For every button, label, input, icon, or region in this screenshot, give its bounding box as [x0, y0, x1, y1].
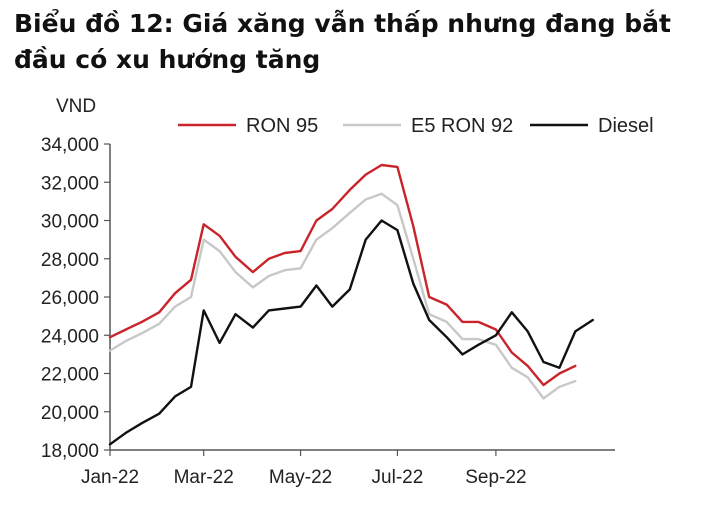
y-tick-label: 30,000	[41, 212, 99, 233]
y-tick-label: 22,000	[41, 365, 99, 386]
legend-label-ron-95: RON 95	[246, 115, 318, 137]
y-tick-label: 20,000	[41, 403, 99, 424]
x-tick-label: Mar-22	[174, 467, 234, 488]
x-tick-label: Jan-22	[81, 467, 139, 488]
x-tick-label: Sep-22	[465, 467, 526, 488]
y-tick-label: 24,000	[41, 326, 99, 347]
y-tick-label: 32,000	[41, 173, 99, 194]
series-line-e5-ron-92	[108, 192, 577, 400]
legend: RON 95 E5 RON 92 Diesel	[178, 115, 654, 137]
series-line-ron-95	[108, 163, 577, 387]
chart-title: Biểu đồ 12: Giá xăng vẫn thấp nhưng đang…	[14, 9, 671, 74]
y-tick-label: 18,000	[41, 441, 99, 462]
y-tick-label: 34,000	[41, 135, 99, 156]
y-tick-label: 28,000	[41, 250, 99, 271]
legend-label-e5-ron-92: E5 RON 92	[411, 115, 513, 137]
x-tick-label: May-22	[269, 467, 332, 488]
series-line-diesel	[108, 219, 594, 446]
x-tick-label: Jul-22	[372, 467, 424, 488]
y-tick-label: 26,000	[41, 288, 99, 309]
series-lines	[108, 163, 594, 446]
y-unit-label: VND	[56, 96, 96, 117]
axes: 18,000 20,000 22,000 24,000 26,000 28,000 30,0…	[41, 135, 615, 488]
legend-label-diesel: Diesel	[598, 115, 654, 137]
